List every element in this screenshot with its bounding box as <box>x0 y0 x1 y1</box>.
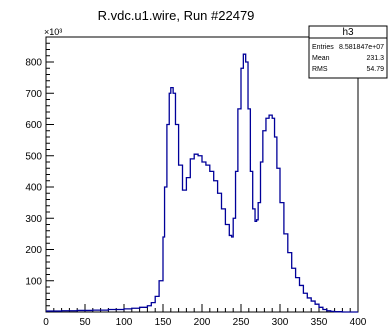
x-tick-label: 300 <box>272 317 289 325</box>
stats-rows: Entries 8.581847e+07 Mean 231.3 RMS 54.79 <box>312 44 384 73</box>
x-tick-label: 350 <box>311 317 328 325</box>
stats-row-value: 8.581847e+07 <box>339 44 384 51</box>
y-axis: 100 200 300 400 500 600 700 800 <box>25 36 54 313</box>
y-tick-label: 100 <box>25 276 42 287</box>
y-tick-label: 200 <box>25 245 42 256</box>
x-tick-label: 50 <box>79 317 91 325</box>
x-axis: 0 50 100 150 200 250 300 350 400 <box>43 304 367 325</box>
stats-row-label: RMS <box>312 66 328 73</box>
y-tick-label: 400 <box>25 183 42 194</box>
histogram-line <box>46 53 358 313</box>
chart-title: R.vdc.u1.wire, Run #22479 <box>98 8 255 23</box>
x-tick-label: 150 <box>155 317 172 325</box>
y-tick-label: 600 <box>25 120 42 131</box>
x-tick-label: 200 <box>194 317 211 325</box>
stats-row-value: 54.79 <box>366 66 384 73</box>
x-tick-label: 400 <box>350 317 367 325</box>
y-axis-multiplier: ×10³ <box>44 27 62 37</box>
y-tick-label: 300 <box>25 214 42 225</box>
y-tick-label: 800 <box>25 58 42 69</box>
stats-box-frame <box>308 25 388 79</box>
stats-box: h3 Entries 8.581847e+07 Mean 231.3 RMS 54.79 <box>308 25 388 79</box>
x-tick-label: 0 <box>43 317 49 325</box>
stats-box-title: h3 <box>342 27 354 38</box>
y-tick-label: 700 <box>25 89 42 100</box>
x-tick-label: 250 <box>233 317 250 325</box>
stats-row-label: Entries <box>312 44 334 51</box>
stats-row-label: Mean <box>312 55 330 62</box>
y-tick-label: 500 <box>25 151 42 162</box>
x-tick-label: 100 <box>116 317 133 325</box>
stats-row-value: 231.3 <box>366 55 384 62</box>
